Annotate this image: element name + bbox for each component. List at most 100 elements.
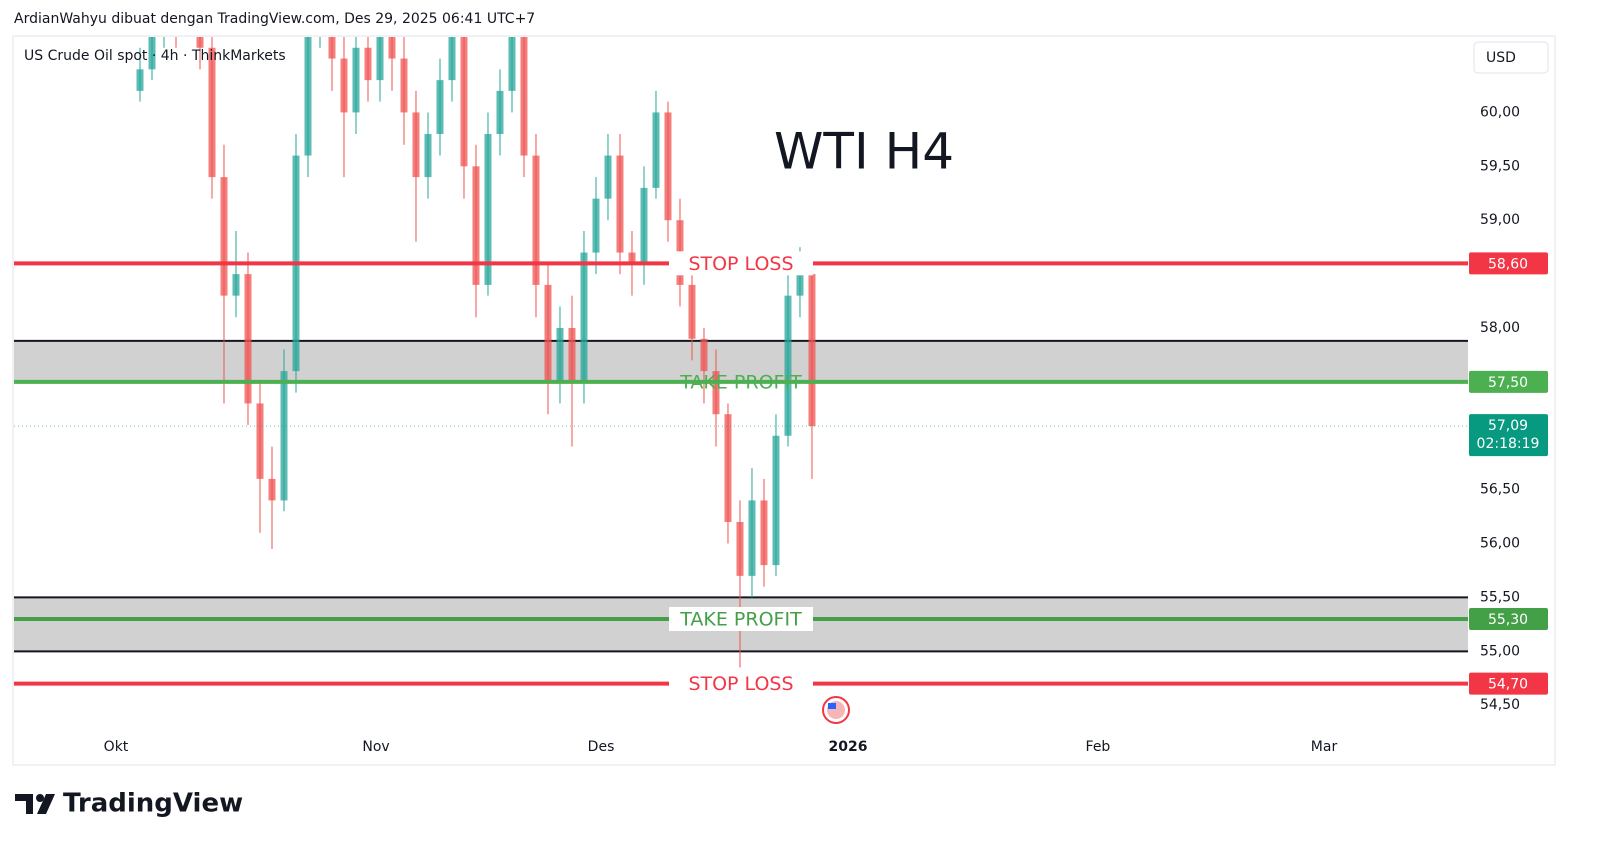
chart-frame	[12, 35, 1556, 766]
logo	[15, 794, 55, 814]
candle-body	[220, 177, 228, 296]
candle-body	[784, 295, 792, 436]
candle-body	[652, 112, 660, 188]
y-tick-label: 54,50	[1480, 697, 1520, 713]
candle-body	[496, 90, 504, 134]
candle-body	[628, 252, 636, 264]
level-name: STOP LOSS	[688, 673, 793, 695]
candle-body	[772, 435, 780, 566]
level-price: 55,30	[1488, 612, 1528, 628]
candle-body	[688, 284, 696, 339]
candle-body	[736, 521, 744, 576]
candle-body	[712, 371, 720, 415]
candle-body	[484, 133, 492, 285]
currency-button[interactable]	[1473, 41, 1549, 74]
candle-body	[148, 37, 156, 70]
candle-body	[472, 166, 480, 285]
level-text-gap	[669, 251, 813, 276]
candle-body	[388, 37, 396, 59]
y-tick-label: 59,50	[1480, 158, 1520, 174]
candle-body	[448, 37, 456, 81]
x-tick-label: Des	[588, 739, 615, 755]
y-tick-label: 55,50	[1480, 589, 1520, 605]
y-tick-label: 56,00	[1480, 536, 1520, 552]
symbol: US Crude Oil spot · 4h · ThinkMarkets	[24, 48, 286, 64]
x-tick-label: Feb	[1086, 739, 1111, 755]
candle-body	[544, 284, 552, 382]
level-name: TAKE PROFIT	[679, 371, 802, 393]
annotation: WTI H4	[774, 123, 954, 181]
countdown: 02:18:19	[1477, 436, 1540, 452]
candle-body	[508, 37, 516, 91]
currency[interactable]: USD	[1486, 50, 1516, 66]
candle-body	[760, 500, 768, 566]
candle-body	[592, 198, 600, 253]
zones	[14, 339, 1468, 653]
candle-body	[796, 274, 804, 296]
candle-body	[436, 80, 444, 134]
level-text-gap	[669, 606, 813, 631]
candle-body	[580, 252, 588, 382]
last-price: 57,09	[1488, 418, 1528, 434]
candle-body	[244, 274, 252, 404]
candle-body	[136, 69, 144, 91]
brand: TradingView	[63, 789, 243, 819]
last-price-box	[1469, 414, 1548, 457]
y-tick-label: 60,00	[1480, 104, 1520, 120]
candle-body	[256, 403, 264, 479]
level-price-box	[1469, 370, 1548, 393]
candle-body	[556, 327, 564, 382]
candle-body	[808, 274, 816, 427]
level-price: 57,50	[1488, 375, 1528, 391]
candle-body	[280, 371, 288, 501]
candle-body	[328, 37, 336, 59]
event-flag	[822, 696, 850, 724]
credit: ArdianWahyu dibuat dengan TradingView.co…	[14, 11, 535, 27]
candle-body	[616, 155, 624, 253]
x-tick-label: Nov	[362, 739, 389, 755]
candle-body	[400, 58, 408, 113]
candle-body	[700, 338, 708, 372]
level-name: TAKE PROFIT	[679, 608, 802, 630]
y-tick-label: 55,00	[1480, 643, 1520, 659]
candle-body	[424, 133, 432, 178]
candle-body	[364, 47, 372, 81]
y-tick-label: 59,00	[1480, 212, 1520, 228]
candle-body	[724, 414, 732, 522]
level-text-gap	[669, 671, 813, 696]
candle-body	[748, 500, 756, 576]
x-tick-label: 2026	[828, 739, 867, 755]
candle-body	[664, 112, 672, 221]
candle-body	[640, 187, 648, 264]
candle-body	[532, 155, 540, 285]
level-price-box	[1469, 607, 1548, 630]
level-name: STOP LOSS	[688, 253, 793, 275]
candle-body	[412, 112, 420, 178]
level-price: 58,60	[1488, 256, 1528, 272]
candle-body	[340, 58, 348, 113]
level-price-box	[1469, 672, 1548, 695]
candle-body	[304, 37, 312, 156]
candle-body	[568, 327, 576, 382]
candle-body	[232, 274, 240, 296]
candle-body	[208, 47, 216, 178]
level-price: 54,70	[1488, 677, 1528, 693]
candle-body	[520, 37, 528, 156]
candle-body	[376, 37, 384, 81]
candle-body	[352, 47, 360, 113]
y-tick-label: 58,00	[1480, 320, 1520, 336]
candle-body	[268, 478, 276, 501]
level-price-box	[1469, 252, 1548, 275]
levels: STOP LOSS 58,60 TAKE PROFIT 57,50 TAKE PROFI…	[14, 251, 1548, 696]
zone	[14, 340, 1468, 382]
candle-body	[460, 37, 468, 167]
y-tick-label: 56,50	[1480, 482, 1520, 498]
axes: 54,50 55,00 55,50 56,00 56,50 58,00 59,00 59,50…	[104, 104, 1520, 755]
x-tick-label: Okt	[104, 739, 129, 755]
candle-body	[604, 155, 612, 199]
candles	[136, 37, 816, 668]
x-tick-label: Mar	[1311, 739, 1338, 755]
candle-body	[196, 37, 204, 48]
